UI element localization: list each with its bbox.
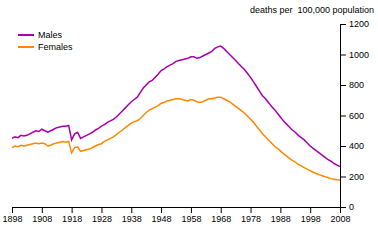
x-tick-mark: [12, 207, 13, 213]
x-tick: 1948: [152, 207, 172, 224]
y-tick: 1000: [340, 50, 369, 60]
y-axis-title: deaths per 100,000 population: [250, 5, 374, 15]
x-axis-line: [13, 208, 341, 214]
x-tick-mark: [191, 207, 192, 213]
x-tick-label: 1928: [92, 214, 112, 224]
plot: 1898 1908 1918 1928 1938 1948 1958 1968 1978 1988…: [2, 19, 369, 224]
x-tick-mark: [72, 207, 73, 213]
x-tick: 1898: [2, 207, 22, 224]
x-tick-label: 1938: [122, 214, 142, 224]
y-tick-label: 600: [349, 111, 364, 121]
x-tick-mark: [131, 207, 132, 213]
y-axis: 0 200 400 600 800 1000 1200: [340, 19, 369, 212]
legend-item: Males: [18, 30, 63, 40]
y-tick-mark: [340, 207, 346, 208]
x-tick-label: 1908: [32, 214, 52, 224]
x-tick-label: 1958: [181, 214, 201, 224]
x-tick: 1928: [92, 207, 112, 224]
x-tick: 1958: [181, 207, 201, 224]
legend-label: Females: [38, 42, 73, 52]
lines: [12, 46, 340, 180]
x-tick: 1908: [32, 207, 52, 224]
x-tick: 1998: [301, 207, 321, 224]
series-line: [12, 97, 340, 180]
y-tick-mark: [340, 116, 346, 117]
y-axis-line: [341, 25, 347, 208]
x-tick-mark: [101, 207, 102, 213]
x-tick-label: 1998: [301, 214, 321, 224]
legend: Males Females: [18, 30, 73, 52]
x-tick: 1918: [62, 207, 82, 224]
y-tick-label: 1000: [349, 50, 369, 60]
x-tick-label: 1918: [62, 214, 82, 224]
legend-item: Females: [18, 42, 73, 52]
y-tick: 0: [340, 202, 354, 212]
x-axis: 1898 1908 1918 1928 1938 1948 1958 1968 1978 1988…: [2, 207, 350, 224]
x-tick: 1978: [241, 207, 261, 224]
y-tick: 400: [340, 141, 364, 151]
y-tick-mark: [340, 24, 346, 25]
y-tick-label: 400: [349, 141, 364, 151]
x-tick-mark: [280, 207, 281, 213]
x-tick-label: 1988: [271, 214, 291, 224]
x-tick-label: 1978: [241, 214, 261, 224]
x-tick-label: 1898: [2, 214, 22, 224]
x-tick: 1988: [271, 207, 291, 224]
y-tick: 200: [340, 172, 364, 182]
y-tick-mark: [340, 146, 346, 147]
y-tick-mark: [340, 177, 346, 178]
x-tick-label: 1948: [152, 214, 172, 224]
x-tick-mark: [221, 207, 222, 213]
x-tick-mark: [42, 207, 43, 213]
legend-swatch: [18, 46, 34, 48]
x-tick: 1938: [122, 207, 142, 224]
x-tick: 2008: [330, 207, 350, 224]
x-tick-mark: [310, 207, 311, 213]
y-tick-mark: [340, 85, 346, 86]
y-tick: 600: [340, 111, 364, 121]
y-tick: 1200: [340, 19, 369, 29]
y-tick-label: 200: [349, 172, 364, 182]
y-tick-label: 800: [349, 80, 364, 90]
x-tick-mark: [251, 207, 252, 213]
legend-label: Males: [38, 30, 63, 40]
y-tick: 800: [340, 80, 364, 90]
y-tick-label: 1200: [349, 19, 369, 29]
y-tick-mark: [340, 55, 346, 56]
x-tick: 1968: [211, 207, 231, 224]
x-tick-mark: [161, 207, 162, 213]
series-line: [12, 46, 340, 166]
legend-swatch: [18, 34, 34, 36]
x-tick-label: 1968: [211, 214, 231, 224]
y-tick-label: 0: [349, 202, 354, 212]
chart: 1898 1908 1918 1928 1938 1948 1958 1968 1978 1988…: [0, 0, 378, 227]
x-tick-label: 2008: [330, 214, 350, 224]
